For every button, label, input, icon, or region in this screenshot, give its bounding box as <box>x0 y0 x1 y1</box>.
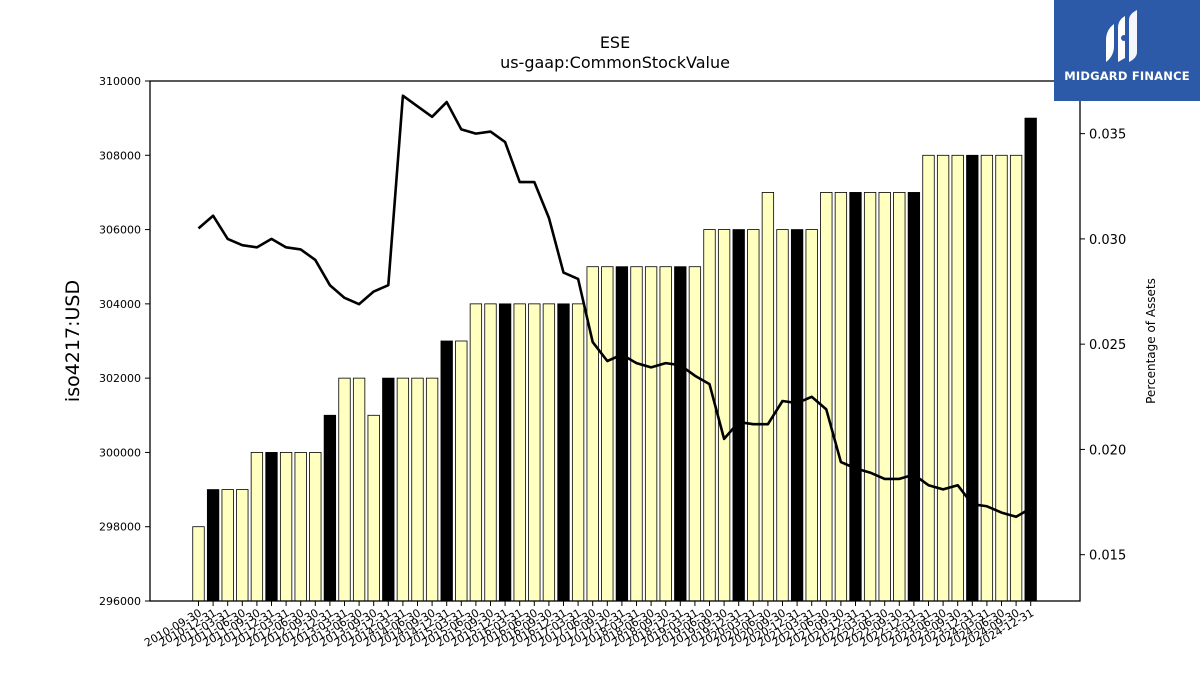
bar <box>396 377 410 602</box>
bar <box>411 377 424 602</box>
y2-tick-label: 0.030 <box>1089 233 1126 248</box>
y2-tick-label: 0.020 <box>1089 443 1126 458</box>
brand-logo: MIDGARD FINANCE <box>1054 0 1200 101</box>
chart-subtitle: us-gaap:CommonStockValue <box>500 53 730 72</box>
percentage-line <box>197 94 1032 519</box>
bar <box>922 154 935 602</box>
bar <box>849 192 862 602</box>
logo-mark-icon <box>1106 10 1137 62</box>
bar <box>805 229 818 602</box>
plot-frame <box>149 80 1081 602</box>
bar <box>236 489 249 602</box>
bar <box>323 414 337 602</box>
bar <box>995 154 1008 602</box>
y-tick-label: 296000 <box>99 595 141 608</box>
bar <box>279 452 293 602</box>
bar <box>469 303 483 602</box>
bar <box>980 154 994 602</box>
bar <box>601 266 614 602</box>
bar <box>688 266 702 602</box>
y2-tick-label: 0.015 <box>1089 549 1126 564</box>
bar <box>790 229 804 602</box>
y-tick-label: 298000 <box>99 521 141 534</box>
left-axis-ticks: 296000 298000 300000 302000 304000 306000 3080… <box>99 75 150 608</box>
bar <box>513 303 526 602</box>
bar <box>630 266 643 602</box>
bars-group <box>192 117 1037 602</box>
right-axis-ticks: 0.015 0.020 0.025 0.030 0.035 <box>1080 128 1126 564</box>
bar <box>498 303 512 602</box>
bar <box>294 452 307 602</box>
bar <box>192 526 205 602</box>
logo-text: MIDGARD FINANCE <box>1064 69 1190 83</box>
y-tick-label: 306000 <box>99 224 141 237</box>
bar <box>250 452 264 602</box>
bar <box>425 377 439 602</box>
bar <box>732 229 745 602</box>
y-axis-label: iso4217:USD <box>62 280 84 402</box>
bar <box>338 377 351 602</box>
bar <box>863 192 877 602</box>
bar <box>455 340 468 602</box>
x-axis-ticks: 2010-09-302010-12-312011-03-312011-06-30… <box>142 601 1036 650</box>
bar <box>747 229 760 602</box>
y-tick-label: 302000 <box>99 372 141 385</box>
bar <box>352 377 366 602</box>
y2-tick-label: 0.025 <box>1089 338 1126 353</box>
bar <box>761 192 775 602</box>
bar <box>484 303 497 602</box>
bar <box>571 303 585 602</box>
bar <box>936 154 950 602</box>
bar <box>1024 117 1037 602</box>
y-tick-label: 308000 <box>99 149 141 162</box>
bar <box>776 229 789 602</box>
bar <box>557 303 570 602</box>
bar <box>265 452 278 602</box>
bar <box>221 489 234 602</box>
y2-axis-label: Percentage of Assets <box>1144 278 1158 404</box>
bar <box>367 414 380 602</box>
bar <box>674 266 687 602</box>
chart-title: ESE <box>600 33 630 52</box>
bar <box>907 192 921 602</box>
y-tick-label: 310000 <box>99 75 141 88</box>
bar <box>951 154 964 602</box>
bar <box>542 303 556 602</box>
bar <box>703 229 716 602</box>
bar <box>820 192 833 602</box>
y-tick-label: 304000 <box>99 298 141 311</box>
bar <box>586 266 599 602</box>
bar <box>878 192 891 602</box>
bar <box>644 266 658 602</box>
bar <box>717 229 731 602</box>
bar <box>1009 154 1023 602</box>
bar <box>206 489 220 602</box>
bar <box>440 340 453 602</box>
bar <box>834 192 848 602</box>
bar <box>893 192 906 602</box>
bar <box>615 266 629 602</box>
bar <box>659 266 672 602</box>
y-tick-label: 300000 <box>99 446 141 459</box>
bar <box>966 154 979 602</box>
bar <box>528 303 541 602</box>
bar <box>382 377 395 602</box>
bar <box>309 452 322 602</box>
y2-tick-label: 0.035 <box>1089 128 1126 143</box>
